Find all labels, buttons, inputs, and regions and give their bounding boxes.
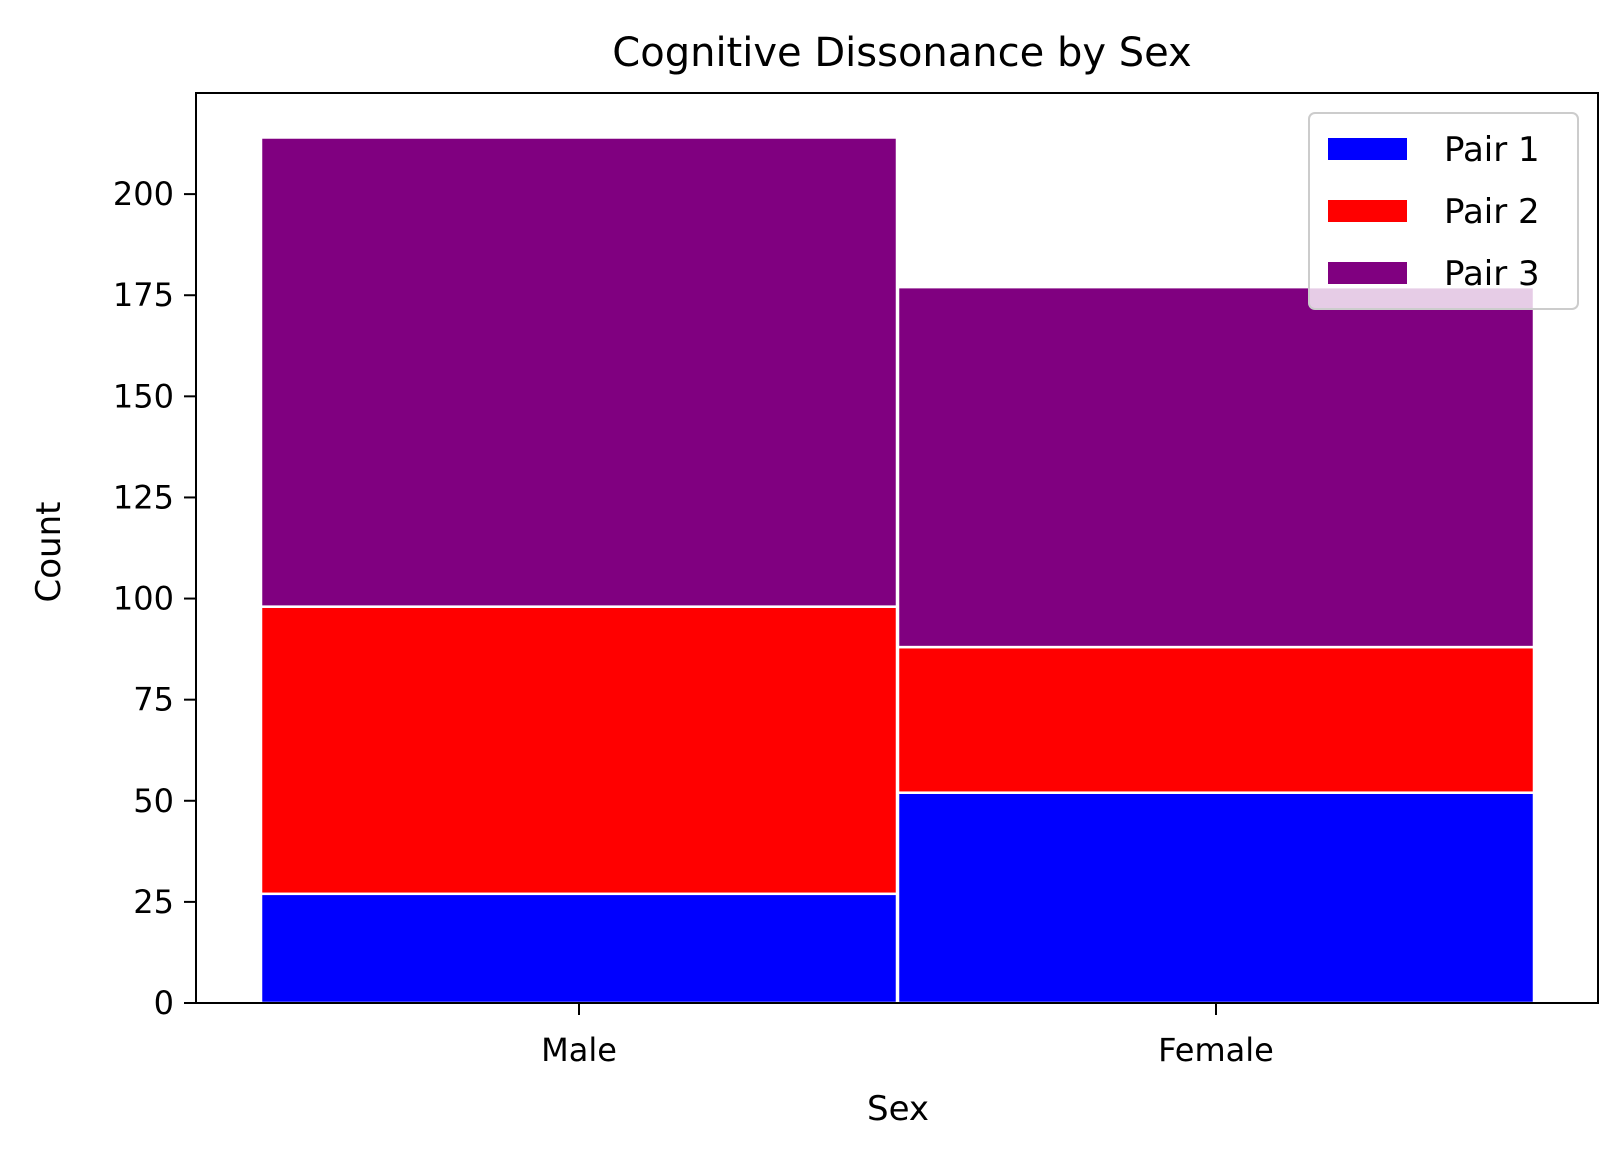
y-tick-label: 75 <box>133 681 174 719</box>
legend-label-pair-2: Pair 2 <box>1444 192 1540 232</box>
y-tick-label: 125 <box>113 478 174 516</box>
y-tick-label: 175 <box>113 276 174 314</box>
x-tick-label-female: Female <box>1158 1031 1274 1069</box>
bar-male-pair-1 <box>259 892 899 1005</box>
y-axis-ticks: 0 25 50 75 100 125 150 175 200 <box>113 175 196 1022</box>
bar-male-pair-2 <box>259 605 899 896</box>
bar-female-pair-1 <box>896 791 1536 1005</box>
legend-label-pair-1: Pair 1 <box>1444 130 1540 170</box>
y-tick-label: 50 <box>133 782 174 820</box>
x-tick-label-male: Male <box>541 1031 617 1069</box>
legend-swatch-pair-1 <box>1328 138 1407 160</box>
plot-frame <box>195 92 1599 1004</box>
legend-label-pair-3: Pair 3 <box>1444 254 1540 294</box>
x-axis-label: Sex <box>867 1089 929 1129</box>
y-tick-label: 150 <box>113 377 174 415</box>
y-axis-label: Count <box>29 502 69 603</box>
bar-female-pair-2 <box>896 645 1536 794</box>
y-tick-label: 200 <box>113 175 174 213</box>
chart-title: Cognitive Dissonance by Sex <box>612 30 1191 76</box>
legend-swatch-pair-3 <box>1328 262 1407 284</box>
y-tick-label: 100 <box>113 580 174 618</box>
legend-box <box>1308 112 1579 310</box>
y-tick-label: 25 <box>133 883 174 921</box>
legend: Pair 1 Pair 2 Pair 3 <box>1308 112 1579 310</box>
y-tick-label: 0 <box>154 984 174 1022</box>
bar-male-pair-3 <box>259 136 899 608</box>
x-axis-ticks: Male Female <box>541 1003 1274 1069</box>
bar-female-pair-3 <box>896 285 1536 649</box>
bars-group <box>259 136 1536 1005</box>
legend-swatch-pair-2 <box>1328 200 1407 222</box>
